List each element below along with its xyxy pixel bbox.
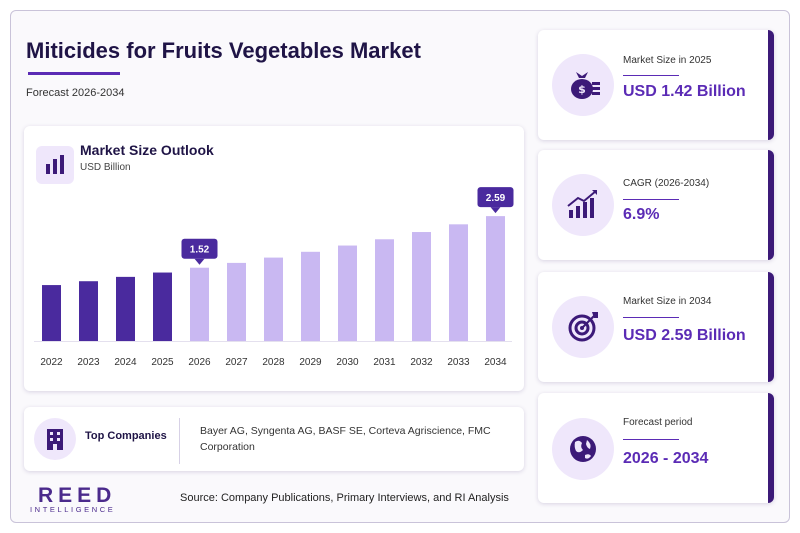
bar-2032 bbox=[412, 232, 431, 341]
kpi-label: Forecast period bbox=[623, 417, 693, 428]
title-underline bbox=[28, 72, 120, 75]
kpi-divider bbox=[623, 199, 679, 200]
chart-title: Market Size Outlook bbox=[80, 142, 214, 158]
bar-2027 bbox=[227, 262, 246, 341]
kpi-value: 6.9% bbox=[623, 206, 660, 223]
data-label: 2.59 bbox=[486, 193, 506, 204]
target-icon bbox=[552, 296, 614, 358]
x-tick-label: 2026 bbox=[188, 357, 211, 368]
bar-2033 bbox=[449, 224, 468, 341]
money-bag-icon: $ bbox=[552, 54, 614, 116]
kpi-label: CAGR (2026-2034) bbox=[623, 178, 710, 189]
page-title: Miticides for Fruits Vegetables Market bbox=[26, 38, 421, 63]
logo-sub: INTELLIGENCE bbox=[30, 505, 116, 514]
companies-divider bbox=[179, 418, 180, 464]
x-tick-label: 2029 bbox=[299, 357, 322, 368]
kpi-label: Market Size in 2025 bbox=[623, 55, 712, 66]
x-tick-label: 2023 bbox=[77, 357, 100, 368]
growth-chart-icon bbox=[552, 174, 614, 236]
companies-label: Top Companies bbox=[85, 430, 167, 442]
bar-2022 bbox=[42, 285, 61, 341]
bar-2024 bbox=[116, 276, 135, 341]
svg-text:$: $ bbox=[578, 83, 586, 96]
chart-unit: USD Billion bbox=[80, 162, 131, 173]
kpi-divider bbox=[623, 75, 679, 76]
globe-icon bbox=[552, 418, 614, 480]
x-tick-label: 2022 bbox=[40, 357, 63, 368]
companies-card bbox=[24, 407, 524, 471]
bar-chart: 2022 2023 2024 2025 2026 1.52 2027 2028 2029 2030… bbox=[34, 187, 514, 368]
x-tick-label: 2032 bbox=[410, 357, 433, 368]
x-tick-label: 2031 bbox=[373, 357, 396, 368]
bar-2023 bbox=[79, 281, 98, 341]
logo-main: REED bbox=[38, 484, 117, 507]
bar-2026 bbox=[190, 267, 209, 341]
callout-2034: 2.59 bbox=[477, 187, 514, 214]
source-note: Source: Company Publications, Primary In… bbox=[180, 492, 509, 504]
bar-2025 bbox=[153, 272, 172, 341]
bar-2028 bbox=[264, 257, 283, 341]
kpi-value: USD 2.59 Billion bbox=[623, 327, 746, 344]
x-tick-label: 2034 bbox=[484, 357, 507, 368]
x-tick-label: 2033 bbox=[447, 357, 470, 368]
kpi-divider bbox=[623, 317, 679, 318]
kpi-value: USD 1.42 Billion bbox=[623, 83, 746, 100]
kpi-label: Market Size in 2034 bbox=[623, 296, 712, 307]
bar-2029 bbox=[301, 251, 320, 341]
data-label: 1.52 bbox=[190, 245, 210, 256]
callout-2026: 1.52 bbox=[181, 238, 218, 265]
bar-chart-icon bbox=[36, 146, 74, 184]
bar-2030 bbox=[338, 245, 357, 341]
kpi-value: 2026 - 2034 bbox=[623, 450, 709, 467]
x-tick-label: 2025 bbox=[151, 357, 174, 368]
companies-list: Bayer AG, Syngenta AG, BASF SE, Corteva … bbox=[200, 425, 491, 453]
x-tick-label: 2024 bbox=[114, 357, 137, 368]
x-tick-label: 2030 bbox=[336, 357, 359, 368]
x-tick-label: 2028 bbox=[262, 357, 285, 368]
bar-2034 bbox=[486, 216, 505, 341]
building-icon bbox=[34, 418, 76, 460]
x-tick-label: 2027 bbox=[225, 357, 248, 368]
bar-2031 bbox=[375, 239, 394, 341]
kpi-divider bbox=[623, 439, 679, 440]
page-subtitle: Forecast 2026-2034 bbox=[26, 87, 125, 99]
